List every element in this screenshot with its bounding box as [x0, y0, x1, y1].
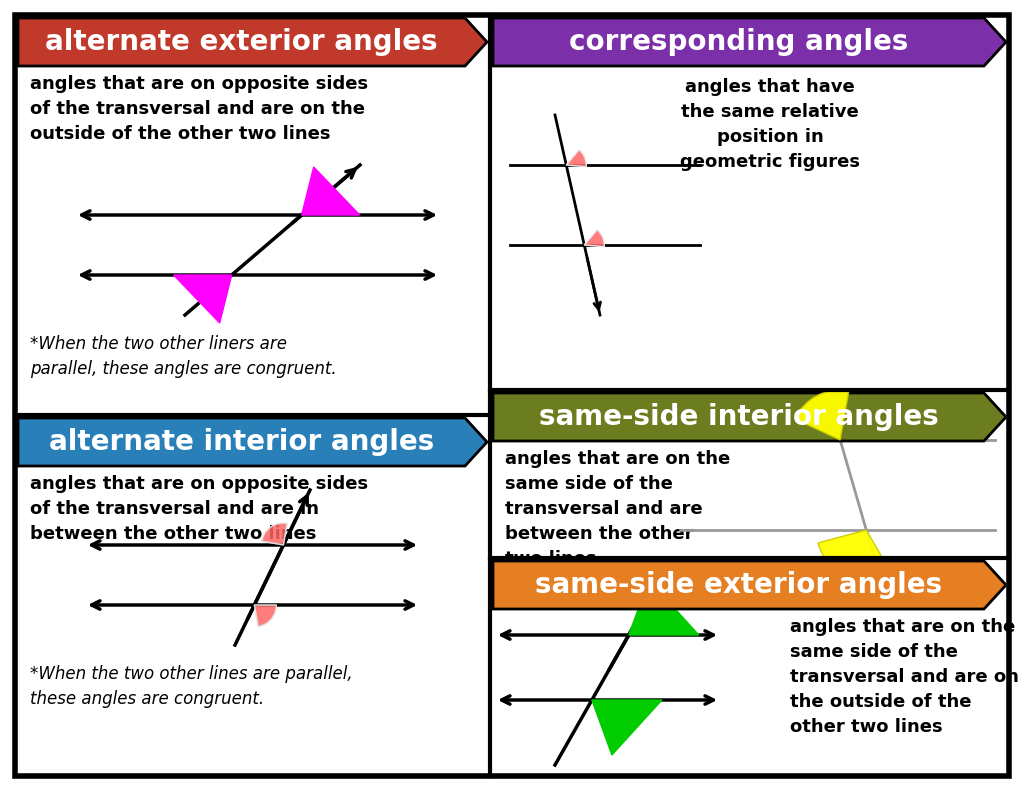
Polygon shape	[629, 580, 698, 635]
Text: angles that are on the
same side of the
transversal and are
between the other
tw: angles that are on the same side of the …	[505, 450, 730, 568]
Text: alternate interior angles: alternate interior angles	[49, 428, 434, 456]
Wedge shape	[262, 523, 287, 545]
Text: angles that have
the same relative
position in
geometric figures: angles that have the same relative posit…	[680, 78, 860, 171]
Text: angles that are on opposite sides
of the transversal and are in
between the othe: angles that are on opposite sides of the…	[30, 475, 368, 543]
Wedge shape	[254, 605, 276, 626]
Wedge shape	[818, 530, 891, 580]
Polygon shape	[18, 418, 487, 466]
Polygon shape	[592, 700, 662, 755]
Text: alternate exterior angles: alternate exterior angles	[45, 28, 438, 56]
Text: angles that are on opposite sides
of the transversal and are on the
outside of t: angles that are on opposite sides of the…	[30, 75, 368, 143]
Wedge shape	[566, 149, 587, 167]
Polygon shape	[18, 18, 487, 66]
Wedge shape	[585, 229, 604, 247]
Polygon shape	[493, 18, 1006, 66]
Wedge shape	[795, 390, 849, 440]
Text: corresponding angles: corresponding angles	[568, 28, 908, 56]
Polygon shape	[302, 167, 359, 215]
Text: same-side exterior angles: same-side exterior angles	[535, 571, 942, 599]
Polygon shape	[174, 275, 231, 323]
Polygon shape	[493, 393, 1006, 441]
Text: *When the two other liners are
parallel, these angles are congruent.: *When the two other liners are parallel,…	[30, 335, 337, 378]
Text: same-side interior angles: same-side interior angles	[539, 403, 938, 431]
Text: *When the two other lines are parallel,
these angles are congruent.: *When the two other lines are parallel, …	[30, 665, 352, 708]
Polygon shape	[493, 561, 1006, 609]
Text: angles that are on the
same side of the
transversal and are on
the outside of th: angles that are on the same side of the …	[790, 618, 1019, 736]
